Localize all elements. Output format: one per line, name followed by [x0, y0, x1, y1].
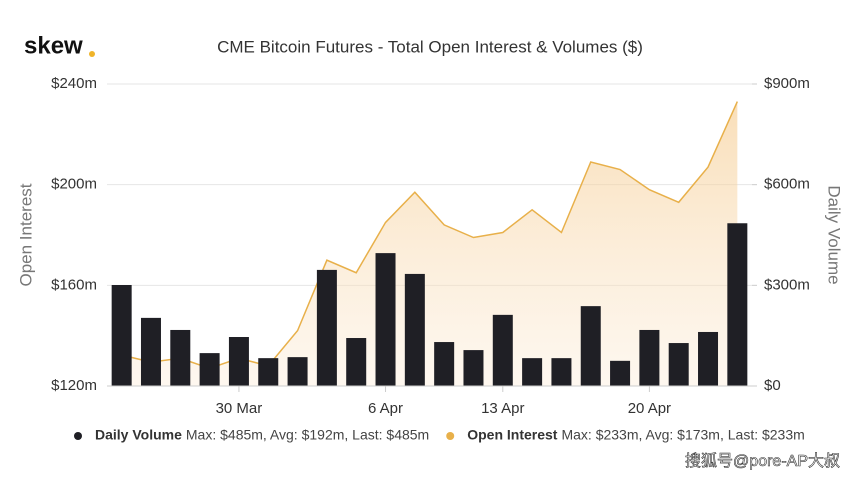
- bar: [375, 253, 396, 386]
- watermark: 搜狐号@pore-AP大叔: [685, 452, 840, 470]
- y-axis-label: Open Interest: [16, 183, 35, 286]
- y-tick-label: $160m: [51, 276, 97, 293]
- bar: [698, 331, 719, 386]
- bar: [111, 284, 132, 386]
- logo: skew: [24, 32, 83, 59]
- bar: [463, 350, 484, 386]
- y2-tick-label: $900m: [764, 75, 810, 92]
- line: [121, 101, 739, 370]
- bar: [316, 269, 337, 386]
- bar: [228, 337, 249, 386]
- bar: [668, 343, 689, 386]
- y2-axis-label: Daily Volume: [825, 185, 844, 284]
- bar: [434, 342, 455, 386]
- legend-entry: Open Interest: [467, 427, 558, 443]
- bar: [199, 353, 220, 386]
- x-tick-label: 30 Mar: [216, 400, 263, 417]
- bar: [580, 306, 601, 386]
- y-tick-label: $240m: [51, 75, 97, 92]
- legend-marker: [446, 432, 455, 440]
- bar: [140, 317, 161, 386]
- bar: [258, 358, 279, 386]
- logo-dot: [89, 51, 95, 57]
- legend-stats: Max: $233m, Avg: $173m, Last: $233m: [561, 427, 804, 443]
- y-tick-label: $200m: [51, 176, 97, 193]
- y2-tick-label: $300m: [764, 276, 810, 293]
- legend-marker: [74, 432, 82, 440]
- bar: [170, 329, 191, 386]
- chart-title: CME Bitcoin Futures - Total Open Interes…: [217, 37, 643, 56]
- legend-entry: Daily Volume: [95, 427, 182, 443]
- bar: [727, 223, 748, 386]
- y2-tick-label: $0: [764, 377, 781, 394]
- y2-tick-label: $600m: [764, 176, 810, 193]
- bar: [522, 358, 543, 386]
- x-tick-label: 20 Apr: [628, 400, 671, 417]
- x-tick-label: 13 Apr: [481, 400, 524, 417]
- bar: [639, 329, 660, 386]
- x-tick-label: 6 Apr: [368, 400, 403, 417]
- bar: [551, 358, 572, 386]
- bar: [287, 357, 308, 386]
- bar: [492, 314, 513, 386]
- y-tick-label: $120m: [51, 377, 97, 394]
- legend-stats: Max: $485m, Avg: $192m, Last: $485m: [186, 427, 429, 443]
- bar: [610, 360, 631, 386]
- bar: [346, 338, 367, 386]
- bar: [404, 273, 425, 386]
